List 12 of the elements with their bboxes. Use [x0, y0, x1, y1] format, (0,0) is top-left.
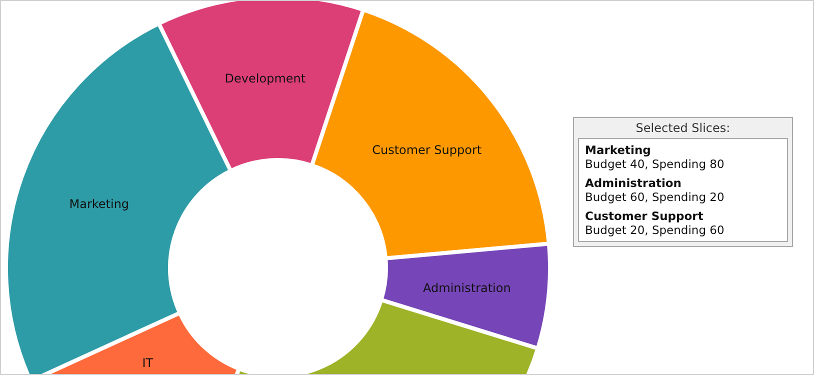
slice-label: Administration [423, 280, 511, 295]
slice-label: Customer Support [372, 142, 482, 157]
text: Budget 20, Spending 60 [585, 223, 726, 237]
slice-label: IT [142, 356, 154, 370]
text: Budget 60, Spending 20 [585, 190, 726, 204]
slice-label: Development [224, 71, 306, 86]
slice-label: Marketing [69, 196, 130, 211]
text: Administration [585, 176, 682, 190]
text: Budget 40, Spending 80 [585, 157, 726, 171]
text: Customer Support [585, 209, 704, 223]
text: Selected Slices: [634, 121, 732, 135]
text: Marketing [585, 143, 652, 157]
